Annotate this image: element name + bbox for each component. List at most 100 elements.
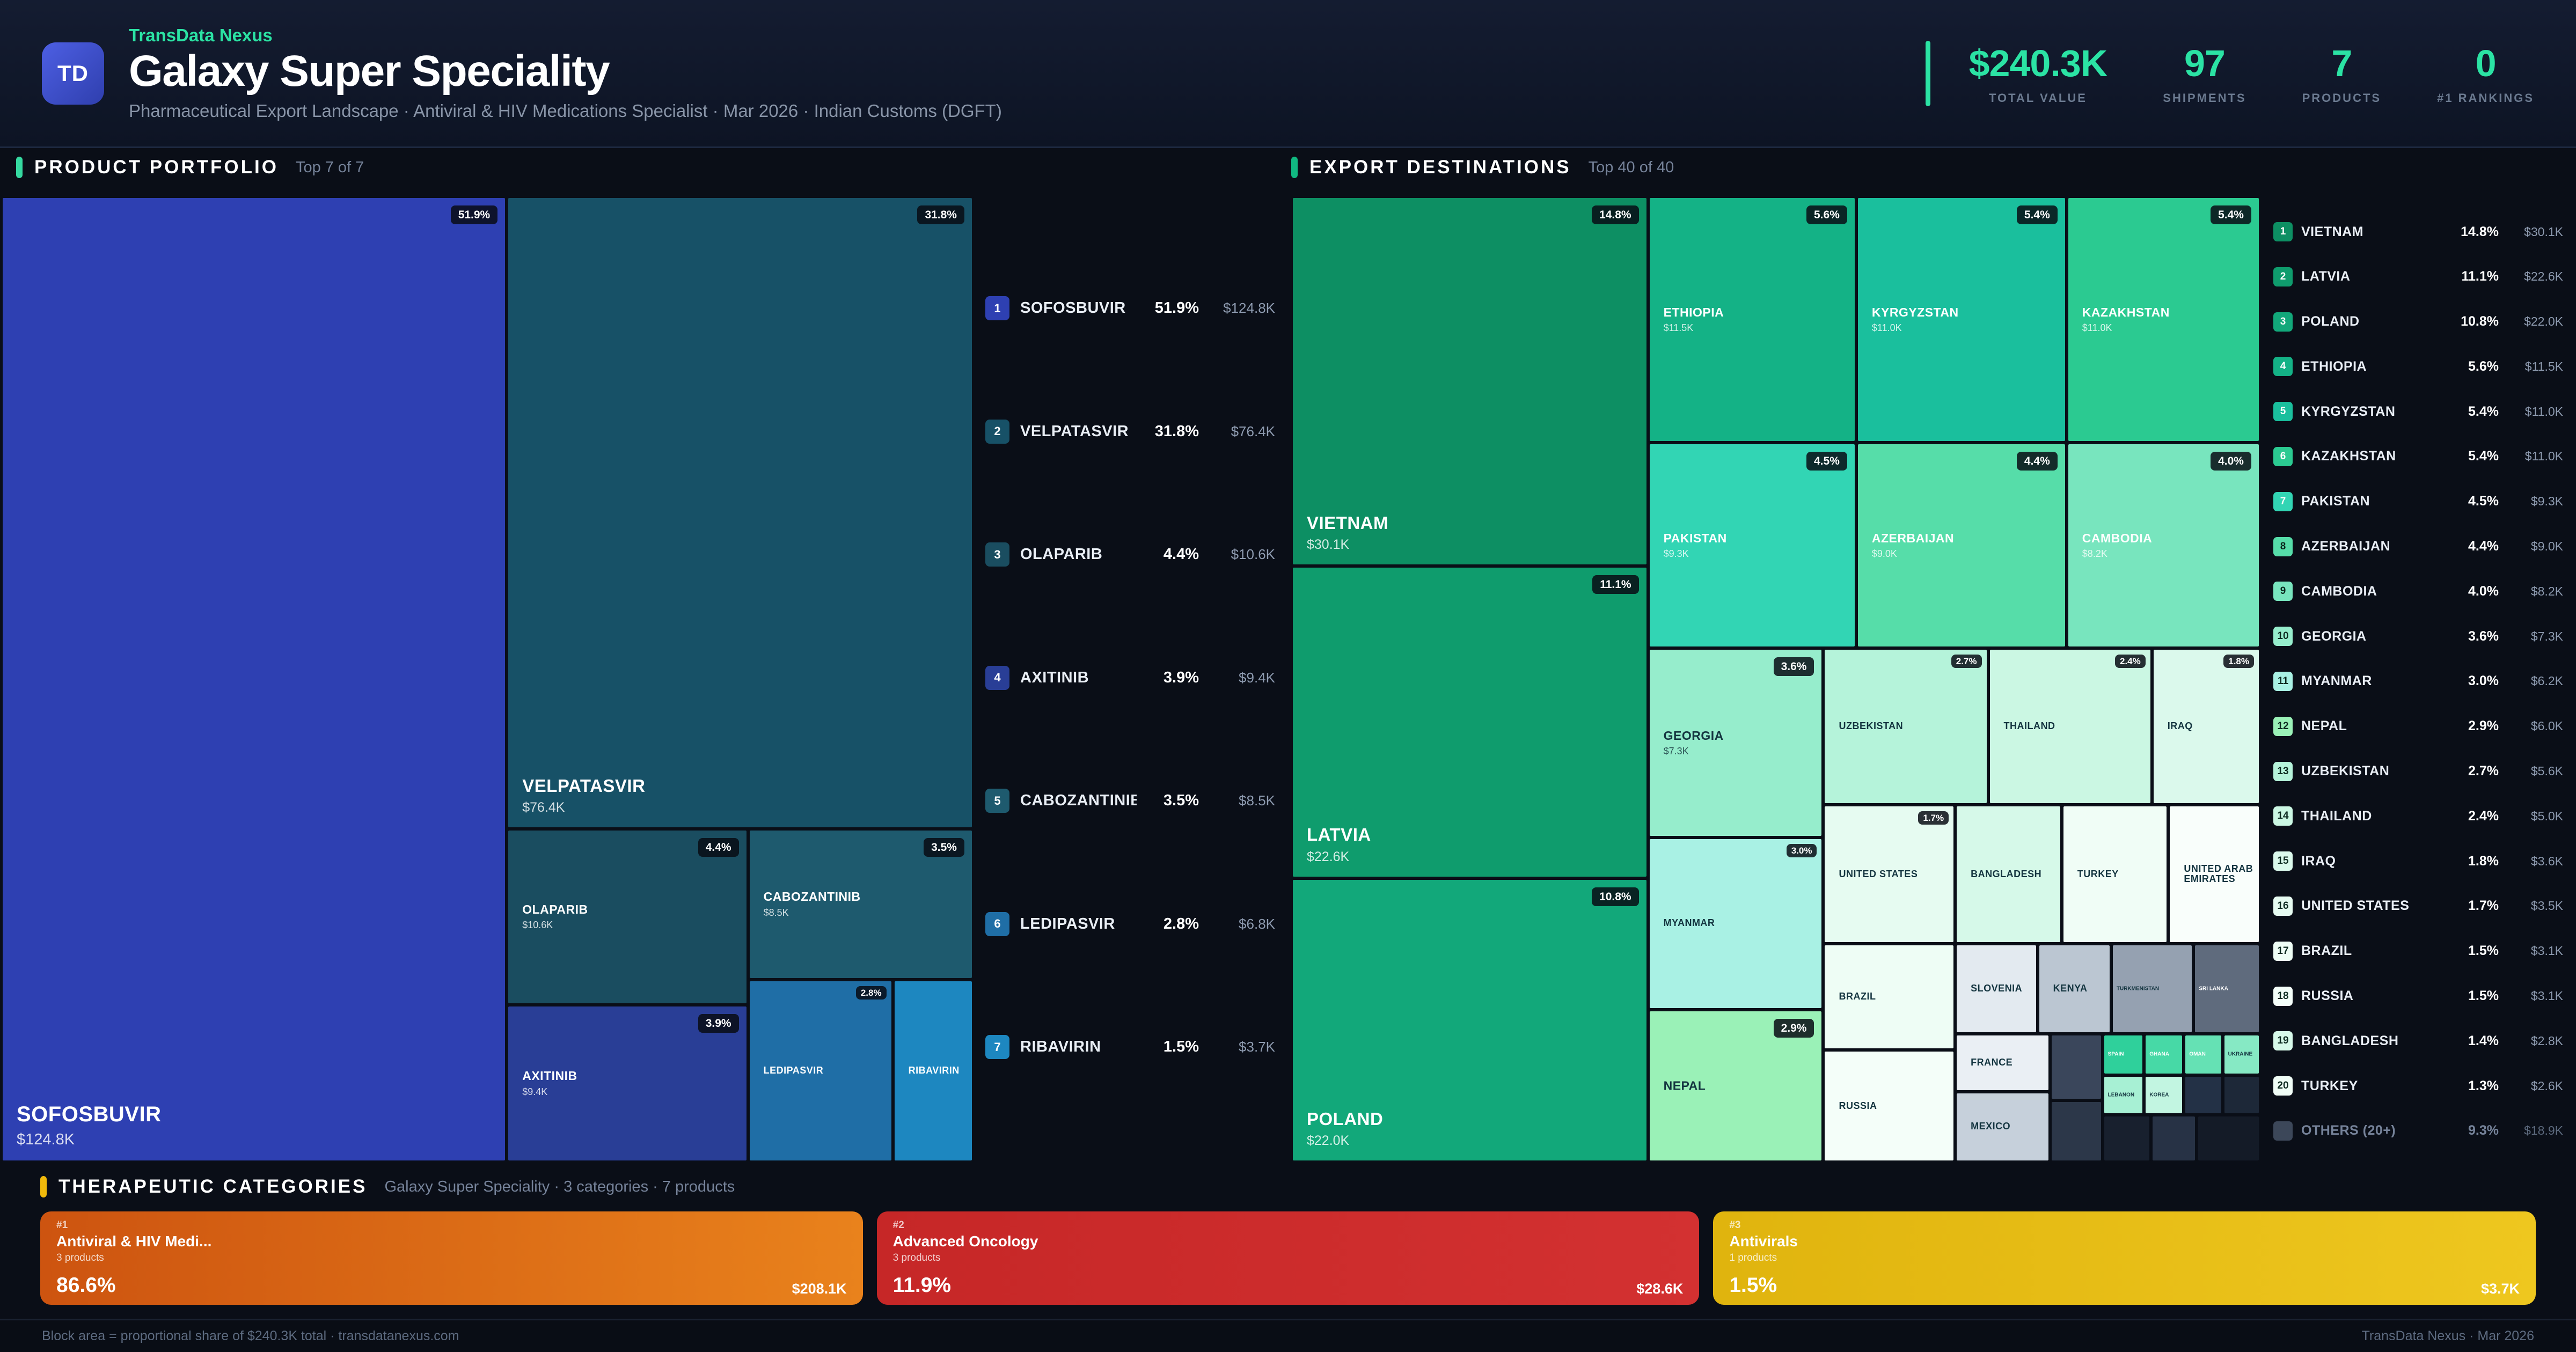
treemap-block-united-states[interactable]: 1.7% UNITED STATES	[1823, 805, 1956, 944]
treemap-block-oman[interactable]: OMAN	[2184, 1033, 2223, 1075]
share-badge: 5.4%	[2211, 205, 2251, 224]
treemap-block-mexico[interactable]: MEXICO	[1955, 1091, 2051, 1162]
category-pct: 11.9%	[892, 1274, 952, 1297]
legend-row-velpatasvir[interactable]: 2 VELPATASVIR 31.8% $76.4K	[985, 419, 1275, 444]
legend-row-thailand[interactable]: 14 THAILAND 2.4% $5.0K	[2273, 806, 2563, 826]
treemap-block-korea[interactable]: KOREA	[2144, 1075, 2184, 1115]
treemap-block-iraq[interactable]: 1.8% IRAQ	[2151, 648, 2260, 805]
treemap-block-sofosbuvir[interactable]: 51.9% SOFOSBUVIR $124.8K	[1, 196, 507, 1162]
legend-row-georgia[interactable]: 10 GEORGIA 3.6% $7.3K	[2273, 627, 2563, 646]
treemap-block-olaparib[interactable]: 4.4% OLAPARIB $10.6K	[507, 829, 748, 1005]
treemap-block-ghana[interactable]: GHANA	[2144, 1033, 2184, 1075]
treemap-block-slovenia[interactable]: SLOVENIA	[1955, 944, 2038, 1034]
treemap-block-minor[interactable]	[2196, 1114, 2260, 1162]
treemap-block-azerbaijan[interactable]: 4.4% AZERBAIJAN $9.0K	[1856, 443, 2067, 649]
legend-value: $2.6K	[2530, 1078, 2563, 1093]
legend-row-brazil[interactable]: 17 BRAZIL 1.5% $3.1K	[2273, 941, 2563, 961]
legend-row-ethiopia[interactable]: 4 ETHIOPIA 5.6% $11.5K	[2273, 357, 2563, 377]
legend-row-cabozantinib[interactable]: 5 CABOZANTINIB 3.5% $8.5K	[985, 789, 1275, 813]
legend-value: $9.3K	[2530, 494, 2563, 509]
legend-row-nepal[interactable]: 12 NEPAL 2.9% $6.0K	[2273, 716, 2563, 736]
legend-row-turkey[interactable]: 20 TURKEY 1.3% $2.6K	[2273, 1076, 2563, 1096]
category-bar-advanced-oncology[interactable]: #2 Advanced Oncology 3 products 11.9% $28.6K	[876, 1211, 1700, 1305]
legend-row-myanmar[interactable]: 11 MYANMAR 3.0% $6.2K	[2273, 671, 2563, 691]
treemap-block-brazil[interactable]: BRAZIL	[1823, 944, 1956, 1050]
legend-row-azerbaijan[interactable]: 8 AZERBAIJAN 4.4% $9.0K	[2273, 537, 2563, 556]
treemap-block-ukraine[interactable]: UKRAINE	[2222, 1033, 2260, 1075]
treemap-block-ethiopia[interactable]: 5.6% ETHIOPIA $11.5K	[1648, 196, 1856, 443]
treemap-block-minor[interactable]	[2050, 1033, 2103, 1100]
treemap-block-spain[interactable]: SPAIN	[2102, 1033, 2145, 1075]
legend-row-ledipasvir[interactable]: 6 LEDIPASVIR 2.8% $6.8K	[985, 912, 1275, 936]
category-value: $208.1K	[792, 1281, 847, 1297]
category-bar-antivirals[interactable]: #3 Antivirals 1 products 1.5% $3.7K	[1713, 1211, 2536, 1305]
treemap-block-velpatasvir[interactable]: 31.8% VELPATASVIR $76.4K	[507, 196, 974, 829]
treemap-block-thailand[interactable]: 2.4% THAILAND	[1988, 648, 2152, 805]
treemap-block-axitinib[interactable]: 3.9% AXITINIB $9.4K	[507, 1004, 748, 1162]
treemap-block-nepal[interactable]: 2.9% NEPAL	[1648, 1009, 1824, 1162]
legend-row-cambodia[interactable]: 9 CAMBODIA 4.0% $8.2K	[2273, 582, 2563, 601]
share-badge: 2.8%	[855, 986, 887, 1000]
legend-row-axitinib[interactable]: 4 AXITINIB 3.9% $9.4K	[985, 665, 1275, 690]
block-name: MEXICO	[1971, 1121, 2011, 1132]
treemap-block-ledipasvir[interactable]: 2.8% LEDIPASVIR	[748, 979, 893, 1162]
treemap-block-kazakhstan[interactable]: 5.4% KAZAKHSTAN $11.0K	[2066, 196, 2260, 443]
category-bar-antiviral-hiv-medi[interactable]: #1 Antiviral & HIV Medi... 3 products 86.6%…	[40, 1211, 863, 1305]
legend-row-sofosbuvir[interactable]: 1 SOFOSBUVIR 51.9% $124.8K	[985, 296, 1275, 320]
rank-badge: 15	[2273, 851, 2293, 871]
legend-row-ribavirin[interactable]: 7 RIBAVIRIN 1.5% $3.7K	[985, 1035, 1275, 1059]
treemap-block-minor[interactable]	[2184, 1075, 2223, 1115]
treemap-block-bangladesh[interactable]: BANGLADESH	[1955, 805, 2062, 944]
legend-row-pakistan[interactable]: 7 PAKISTAN 4.5% $9.3K	[2273, 491, 2563, 511]
stat-value: 97	[2184, 42, 2226, 84]
treemap-block-sri-lanka[interactable]: SRI LANKA	[2193, 944, 2260, 1034]
portfolio-section-subtitle: Top 7 of 7	[295, 158, 364, 176]
treemap-block-minor[interactable]	[2050, 1100, 2103, 1162]
block-name: UNITED ARAB EMIRATES	[2184, 863, 2253, 885]
legend-row-poland[interactable]: 3 POLAND 10.8% $22.0K	[2273, 312, 2563, 332]
treemap-block-lebanon[interactable]: LEBANON	[2102, 1075, 2145, 1115]
category-pct: 1.5%	[1729, 1274, 1777, 1297]
legend-row-kyrgyzstan[interactable]: 5 KYRGYZSTAN 5.4% $11.0K	[2273, 402, 2563, 422]
legend-name: NEPAL	[2301, 718, 2347, 734]
treemap-block-myanmar[interactable]: 3.0% MYANMAR	[1648, 837, 1824, 1010]
legend-row-olaparib[interactable]: 3 OLAPARIB 4.4% $10.6K	[985, 542, 1275, 567]
treemap-block-minor[interactable]	[2150, 1114, 2197, 1162]
legend-row-latvia[interactable]: 2 LATVIA 11.1% $22.6K	[2273, 267, 2563, 286]
treemap-block-cambodia[interactable]: 4.0% CAMBODIA $8.2K	[2066, 443, 2260, 649]
legend-pct: 5.4%	[2468, 449, 2499, 464]
legend-row-russia[interactable]: 18 RUSSIA 1.5% $3.1K	[2273, 986, 2563, 1006]
legend-value: $3.5K	[2530, 899, 2563, 913]
treemap-block-kenya[interactable]: KENYA	[2037, 944, 2111, 1034]
treemap-block-latvia[interactable]: 11.1% LATVIA $22.6K	[1291, 566, 1648, 878]
treemap-block-turkey[interactable]: TURKEY	[2061, 805, 2169, 944]
legend-row-united-states[interactable]: 16 UNITED STATES 1.7% $3.5K	[2273, 896, 2563, 916]
treemap-block-poland[interactable]: 10.8% POLAND $22.0K	[1291, 878, 1648, 1162]
treemap-block-ribavirin[interactable]: RIBAVIRIN	[892, 979, 974, 1162]
legend-row-bangladesh[interactable]: 19 BANGLADESH 1.4% $2.8K	[2273, 1031, 2563, 1051]
treemap-block-cabozantinib[interactable]: 3.5% CABOZANTINIB $8.5K	[748, 829, 974, 980]
legend-value: $10.6K	[1231, 546, 1275, 562]
legend-name: SOFOSBUVIR	[1020, 299, 1126, 317]
rank-badge: 1	[985, 296, 1009, 320]
legend-row-uzbekistan[interactable]: 13 UZBEKISTAN 2.7% $5.6K	[2273, 761, 2563, 781]
treemap-block-pakistan[interactable]: 4.5% PAKISTAN $9.3K	[1648, 443, 1856, 649]
treemap-block-france[interactable]: FRANCE	[1955, 1033, 2051, 1092]
treemap-block-minor[interactable]	[2222, 1075, 2260, 1115]
legend-row-kazakhstan[interactable]: 6 KAZAKHSTAN 5.4% $11.0K	[2273, 446, 2563, 466]
legend-row-iraq[interactable]: 15 IRAQ 1.8% $3.6K	[2273, 851, 2563, 871]
treemap-block-uzbekistan[interactable]: 2.7% UZBEKISTAN	[1823, 648, 1988, 805]
rank-badge: 2	[2273, 267, 2293, 286]
treemap-block-united-arab-emirates[interactable]: UNITED ARAB EMIRATES	[2168, 805, 2260, 944]
treemap-block-minor[interactable]	[2102, 1114, 2151, 1162]
legend-row-vietnam[interactable]: 1 VIETNAM 14.8% $30.1K	[2273, 222, 2563, 241]
legend-row-others-20[interactable]: OTHERS (20+) 9.3% $18.9K	[2273, 1121, 2563, 1141]
block-name: UNITED STATES	[1839, 868, 1918, 879]
treemap-block-turkmenistan[interactable]: TURKMENISTAN	[2111, 944, 2194, 1034]
treemap-block-kyrgyzstan[interactable]: 5.4% KYRGYZSTAN $11.0K	[1856, 196, 2067, 443]
legend-pct: 2.4%	[2468, 808, 2499, 824]
treemap-block-vietnam[interactable]: 14.8% VIETNAM $30.1K	[1291, 196, 1648, 567]
treemap-block-russia[interactable]: RUSSIA	[1823, 1050, 1956, 1162]
treemap-block-georgia[interactable]: 3.6% GEORGIA $7.3K	[1648, 648, 1824, 838]
block-name: FRANCE	[1971, 1056, 2013, 1068]
